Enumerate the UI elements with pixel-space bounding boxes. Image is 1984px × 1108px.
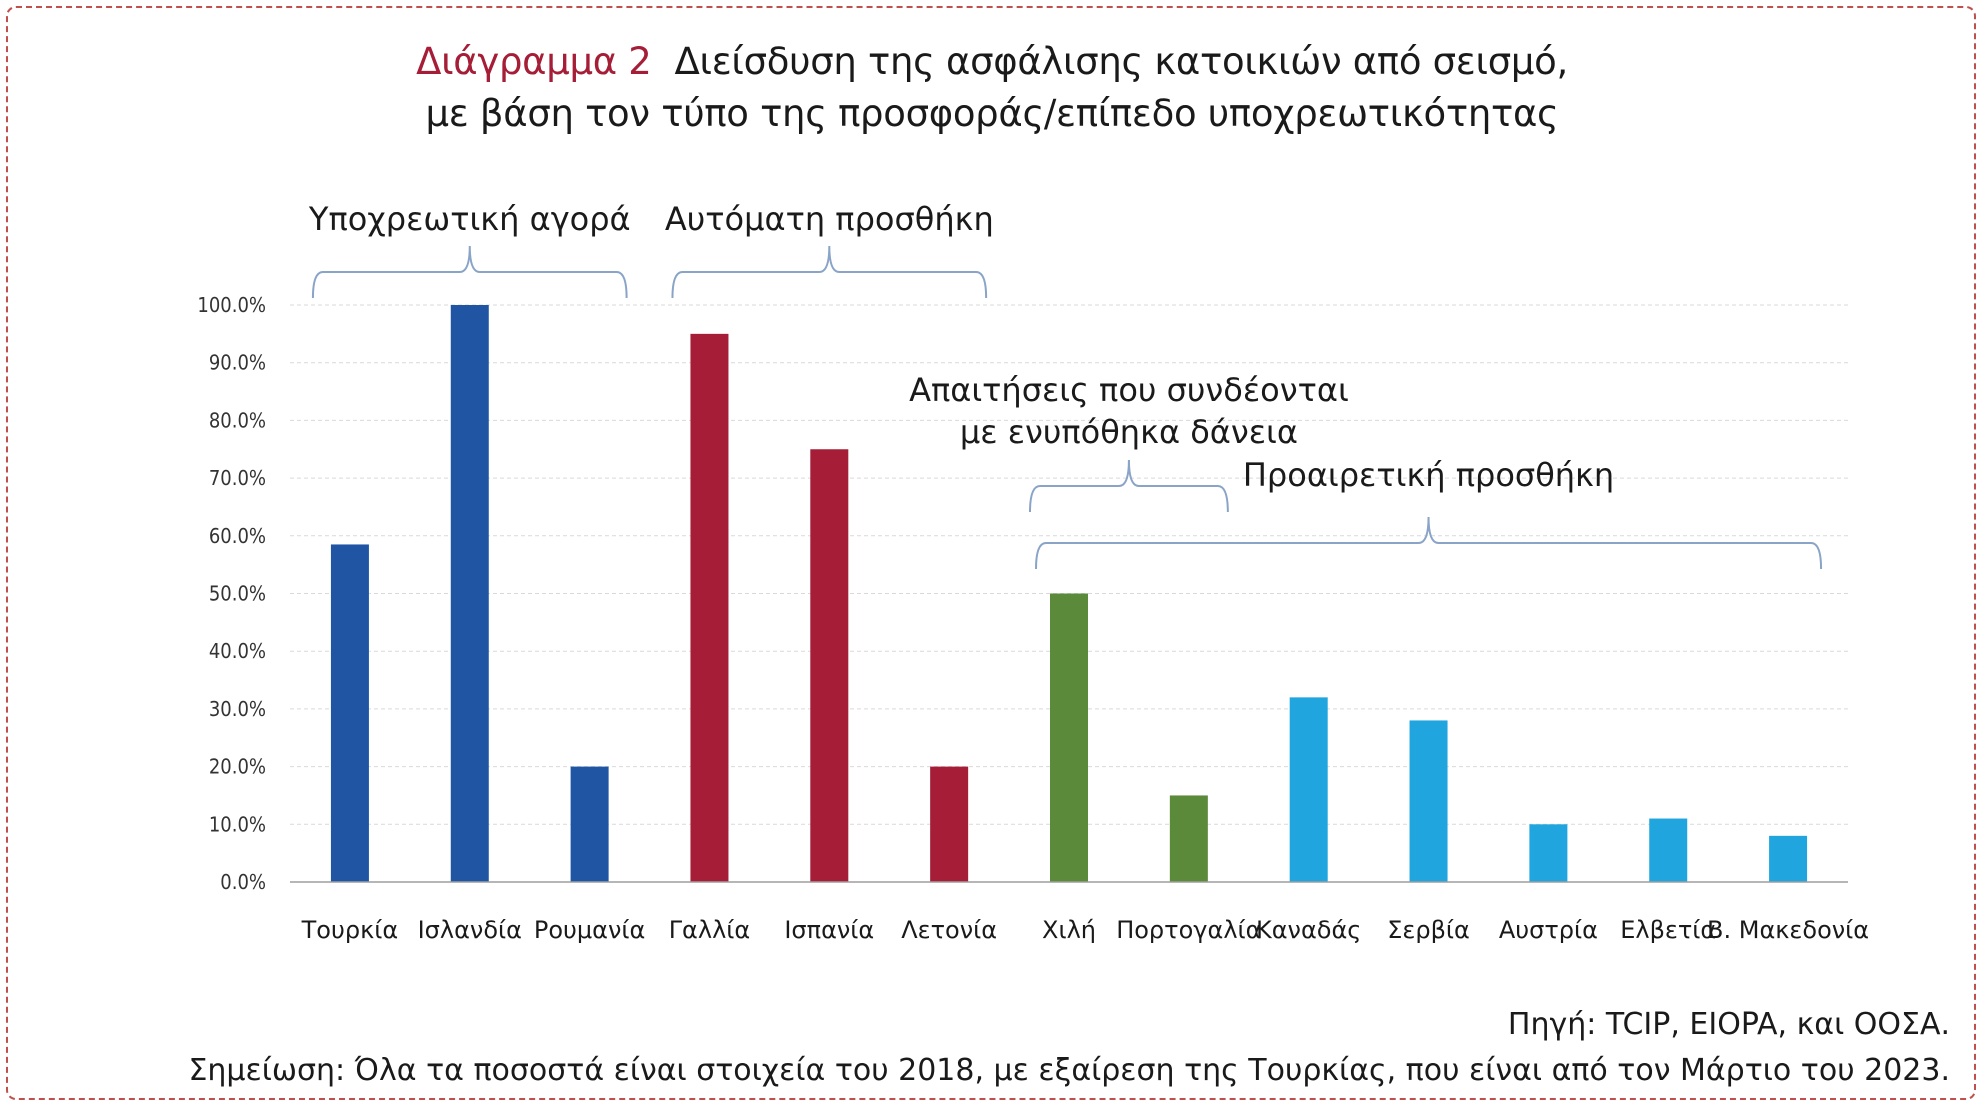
brace-optional <box>1035 516 1823 570</box>
bar <box>1529 824 1568 882</box>
footnote: Σημείωση: Όλα τα ποσοστά είναι στοιχεία … <box>188 1053 1950 1088</box>
category-label: Ρουμανία <box>534 916 645 944</box>
y-tick-label: 80.0% <box>209 408 266 432</box>
bar <box>1649 818 1688 882</box>
bar <box>450 305 489 882</box>
group-label-mortgage-2: με ενυπόθηκα δάνεια <box>960 413 1298 451</box>
y-tick-label: 50.0% <box>209 582 266 606</box>
category-labels: Τουρκία Ισλανδία Ρουμανία Γαλλία Ισπανία Λετο… <box>301 916 1869 944</box>
bar <box>1769 835 1808 882</box>
bars <box>330 305 1808 883</box>
group-label-mortgage: Απαιτήσεις που συνδέονται <box>909 371 1349 409</box>
y-tick-label: 60.0% <box>209 524 266 548</box>
bar <box>1050 593 1088 882</box>
category-label: Σερβία <box>1387 916 1470 944</box>
category-label: Ισπανία <box>784 916 874 944</box>
title-line-1: Διάγραμμα 2 Διείσδυση της ασφάλισης κατο… <box>0 36 1984 88</box>
group-annotations: Υποχρεωτική αγορά Αυτόματη προσθήκη Απαιτή… <box>308 200 1823 570</box>
category-label: Τουρκία <box>301 916 399 944</box>
category-label: Ελβετία <box>1620 916 1716 944</box>
category-label: Γαλλία <box>669 916 751 944</box>
y-tick-label: 20.0% <box>209 755 266 779</box>
group-label-optional: Προαιρετική προσθήκη <box>1243 456 1614 494</box>
group-label-compulsory: Υποχρεωτική αγορά <box>308 200 631 238</box>
chart-title: Διάγραμμα 2 Διείσδυση της ασφάλισης κατο… <box>0 36 1984 140</box>
bar <box>1409 720 1448 882</box>
y-tick-label: 10.0% <box>209 812 266 836</box>
bar-chart: 0.0% 10.0% 20.0% 30.0% 40.0% 50.0% 60.0% 70.0% 8… <box>197 200 1869 944</box>
bar <box>1169 795 1208 882</box>
y-tick-label: 0.0% <box>220 870 266 894</box>
bar <box>930 766 969 882</box>
bar <box>1289 697 1328 882</box>
y-tick-label: 30.0% <box>209 697 266 721</box>
y-tick-label: 100.0% <box>197 293 266 317</box>
title-text-1: Διείσδυση της ασφάλισης κατοικιών από σε… <box>674 40 1568 83</box>
brace-mortgage <box>1029 459 1229 513</box>
y-tick-label: 40.0% <box>209 639 266 663</box>
category-label: Πορτογαλία <box>1116 916 1261 944</box>
group-label-automatic: Αυτόματη προσθήκη <box>665 200 994 238</box>
chart-notes: Πηγή: TCIP, EIOPA, και ΟΟΣΑ. Σημείωση: Ό… <box>188 1002 1950 1094</box>
brace-automatic <box>671 245 988 299</box>
y-axis-ticks: 0.0% 10.0% 20.0% 30.0% 40.0% 50.0% 60.0% 70.0% 8… <box>197 293 266 894</box>
category-label: Β. Μακεδονία <box>1707 916 1869 944</box>
category-label: Λετονία <box>901 916 997 944</box>
y-tick-label: 90.0% <box>209 351 266 375</box>
y-tick-label: 70.0% <box>209 466 266 490</box>
bar <box>690 333 729 883</box>
category-label: Χιλή <box>1042 916 1096 944</box>
bar <box>810 449 849 882</box>
brace-compulsory <box>311 245 628 299</box>
category-label: Καναδάς <box>1256 916 1361 944</box>
bar <box>570 766 609 882</box>
category-label: Ισλανδία <box>418 916 522 944</box>
source-note: Πηγή: TCIP, EIOPA, και ΟΟΣΑ. <box>1507 1007 1950 1042</box>
bar <box>330 544 369 882</box>
category-label: Αυστρία <box>1499 916 1598 944</box>
title-line-2: με βάση τον τύπο της προσφοράς/επίπεδο υ… <box>425 92 1559 135</box>
chart-frame <box>6 6 1976 1100</box>
figure-label: Διάγραμμα 2 <box>416 40 652 83</box>
